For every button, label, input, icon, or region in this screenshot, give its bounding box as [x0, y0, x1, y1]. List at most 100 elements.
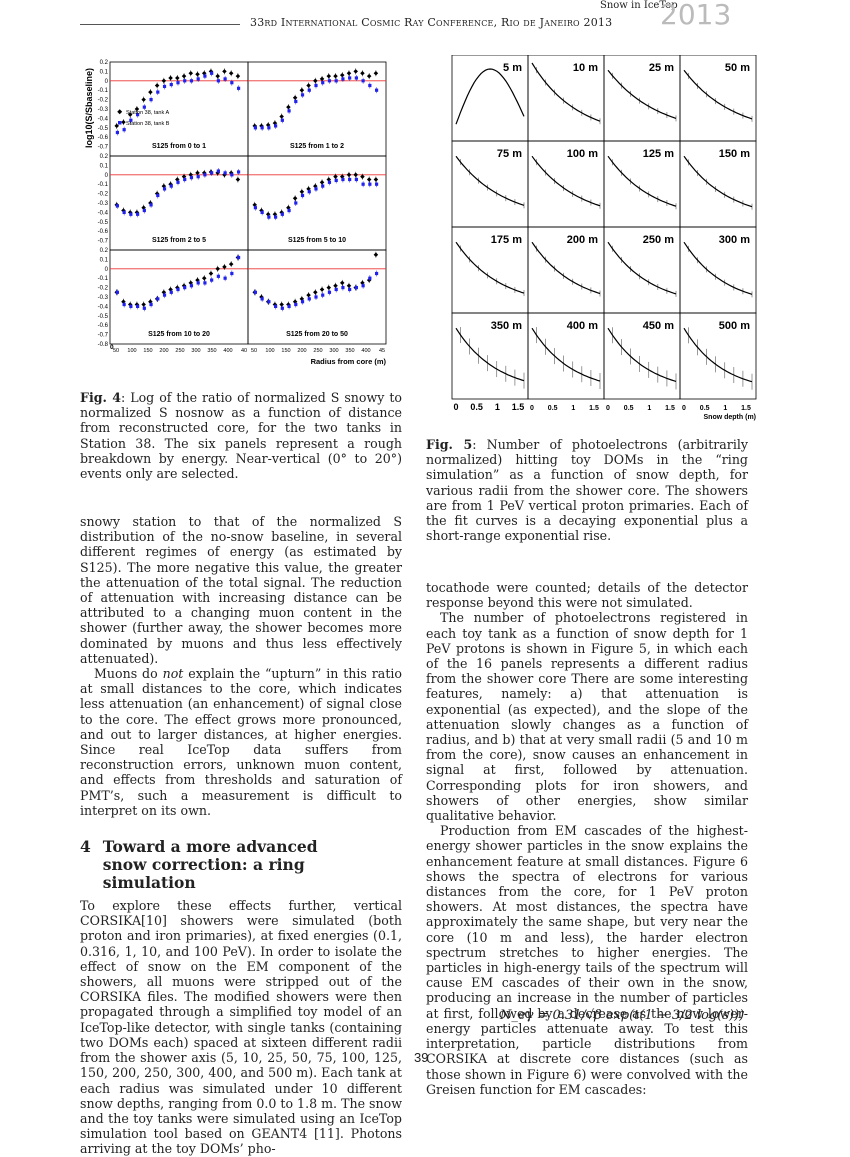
fig4-ytick: -0.2 — [98, 98, 109, 104]
fig4-xtick: 200 — [159, 348, 168, 354]
fig4-ytick: -0.1 — [98, 88, 109, 94]
fig4-xtick: 200 — [297, 348, 306, 354]
fig4-point-tank-b — [196, 281, 200, 285]
fig4-point-tank-b — [274, 215, 278, 219]
fig5-caption-text: : Number of photoelectrons (arbitrarily … — [426, 437, 748, 544]
fig4-point-tank-b — [274, 124, 278, 128]
fig5-fit-curve — [531, 62, 601, 122]
fig4-point-tank-b — [374, 88, 379, 92]
fig5-caption-label: Fig. 5 — [426, 437, 473, 452]
fig4-xtick: 400 — [223, 348, 232, 354]
fig4-point-tank-b — [183, 79, 187, 83]
fig4-point-tank-a — [272, 120, 278, 126]
fig4-chart: log10(S/Sbaseline) S125 from 0 to 1 0.2 0.1… — [84, 60, 386, 366]
fig4-point-tank-b — [136, 212, 140, 216]
fig5-fit-curve — [455, 241, 525, 294]
fig4-point-tank-b — [280, 306, 284, 310]
fig5-fit-curve — [455, 327, 525, 382]
fig4-point-tank-b — [236, 86, 241, 90]
fig4-ytick: -0.5 — [98, 126, 109, 132]
fig4-point-tank-b — [314, 83, 318, 88]
fig4-point-tank-b — [196, 175, 200, 179]
fig4-ytick: -0.7 — [98, 333, 109, 339]
fig4-point-tank-b — [142, 306, 146, 310]
fig5-xtick: 0 — [682, 405, 686, 412]
fig4-point-tank-a — [201, 275, 207, 281]
fig4-xtick: 400 — [361, 348, 370, 354]
fig4-point-tank-a — [228, 261, 234, 267]
fig4-point-tank-b — [354, 76, 358, 80]
fig4-point-tank-b — [374, 271, 379, 276]
fig4-point-tank-b — [216, 169, 220, 173]
fig5-fit-curve — [683, 327, 753, 383]
fig4-point-tank-b — [176, 180, 180, 184]
fig4-point-tank-b — [142, 105, 146, 109]
fig4-point-tank-b — [294, 99, 298, 104]
left-paragraph-2: Muons do not explain the “upturn” in thi… — [80, 666, 402, 818]
fig4-caption-label: Fig. 4 — [80, 390, 122, 405]
fig4-point-tank-b — [253, 290, 258, 294]
fig4-point-tank-a — [215, 73, 220, 79]
fig5-chart: 5 m 10 m 25 m 50 m 75 m 100 m 125 m 150 m 175 m 2… — [451, 55, 757, 421]
fig4-point-tank-a — [141, 97, 146, 102]
fig4-ytick: -0.2 — [98, 192, 109, 198]
fig4-point-tank-b — [307, 190, 311, 194]
fig4-point-tank-b — [203, 173, 207, 177]
fig5-xtick: 1 — [495, 402, 500, 412]
fig4-point-tank-a — [339, 72, 345, 78]
fig4-point-tank-a — [360, 71, 365, 76]
fig4-xtick: 150 — [281, 348, 290, 354]
fig4-point-tank-b — [230, 271, 234, 276]
fig4-point-tank-b — [216, 274, 220, 278]
fig4-point-tank-b — [203, 281, 207, 285]
fig4-caption-text: : Log of the ratio of normalized S snowy… — [80, 390, 402, 482]
fig4-panel-label: S125 from 10 to 20 — [148, 331, 210, 338]
fig5-fit-curve — [607, 69, 677, 119]
left-paragraph-1: snowy station to that of the normalized … — [80, 514, 402, 666]
fig4-ytick: -0.5 — [98, 220, 109, 226]
fig4-point-tank-a — [353, 172, 358, 178]
fig4-xtick-origin: 0 — [110, 344, 114, 351]
fig4-xtick: 50 — [113, 348, 119, 354]
fig5-xtick: 1 — [723, 405, 727, 412]
fig4-point-tank-b — [348, 287, 352, 292]
page-number: 39 — [414, 1050, 429, 1065]
fig4-point-tank-b — [327, 290, 332, 294]
fig4-point-tank-b — [223, 77, 227, 81]
fig4-point-tank-a — [292, 196, 298, 201]
fig4-point-tank-b — [327, 180, 332, 184]
fig4-point-tank-b — [149, 98, 153, 102]
fig5-fit-curve — [455, 68, 525, 125]
fig5-fit-curve — [683, 69, 753, 120]
fig4-point-tank-a — [319, 287, 325, 292]
fig5-xtick: 1 — [571, 405, 575, 412]
fig5-fit-curve — [455, 155, 525, 206]
left-p2-a: Muons do — [94, 666, 163, 682]
fig4-point-tank-a — [333, 73, 338, 79]
fig4-point-tank-a — [195, 71, 200, 77]
fig5-xtick: 1.5 — [665, 405, 675, 412]
fig4-ytick: 0 — [105, 173, 109, 179]
fig4-point-tank-b — [162, 293, 167, 297]
fig4-point-tank-b — [230, 173, 234, 177]
fig4-point-tank-a — [373, 71, 379, 76]
fig4-point-tank-b — [196, 77, 200, 81]
fig4-point-tank-b — [115, 204, 120, 208]
fig4-point-tank-a — [346, 71, 352, 76]
fig5-xtick: 0 — [606, 405, 610, 412]
fig4-ytick: 0.2 — [100, 154, 109, 160]
fig4-point-tank-a — [366, 177, 372, 182]
fig4-point-tank-a — [235, 73, 241, 79]
fig4-point-tank-b — [169, 184, 173, 188]
fig5-fit-curve — [531, 241, 601, 295]
right-paragraph-2: The number of photoelectrons registered … — [426, 610, 748, 824]
fig4-caption: Fig. 4: Log of the ratio of normalized S… — [80, 390, 402, 481]
fig4-point-tank-b — [348, 76, 352, 80]
fig4-ytick: 0.2 — [100, 248, 109, 254]
fig4-ytick: -0.6 — [98, 135, 109, 141]
fig4-point-tank-a — [235, 177, 241, 182]
fig4-point-tank-b — [210, 71, 214, 75]
fig4-point-tank-b — [307, 88, 311, 92]
fig4-point-tank-a — [222, 69, 227, 74]
fig4-ytick: -0.3 — [98, 295, 109, 301]
